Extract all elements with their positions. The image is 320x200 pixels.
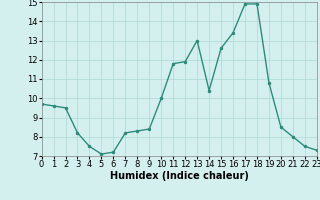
X-axis label: Humidex (Indice chaleur): Humidex (Indice chaleur) [110,171,249,181]
